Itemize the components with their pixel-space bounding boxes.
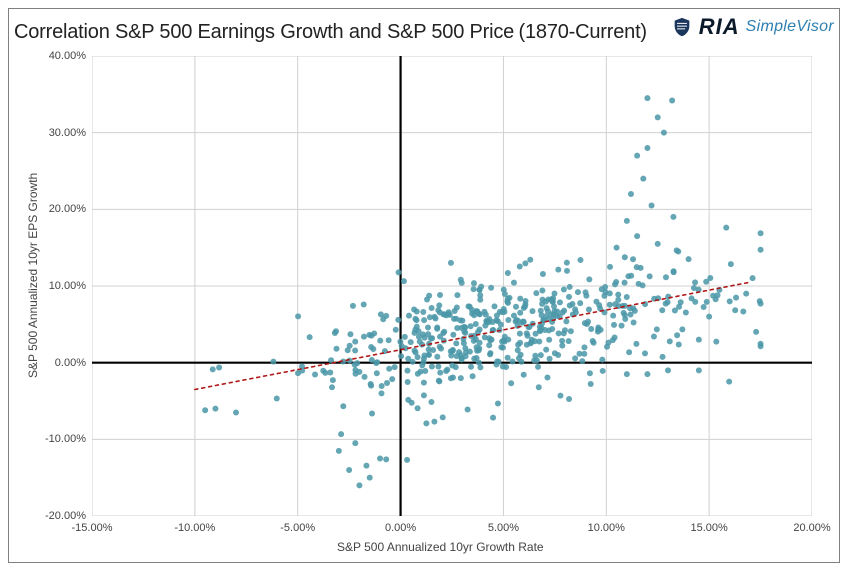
x-tick-label: 10.00%	[588, 522, 625, 534]
brand-logo: RIA SimpleVisor	[671, 14, 834, 40]
logo-ria: RIA	[699, 14, 740, 40]
y-tick-label: 20.00%	[32, 203, 86, 215]
shield-icon	[671, 16, 693, 38]
x-tick-label: -10.00%	[174, 522, 215, 534]
title-bar: Correlation S&P 500 Earnings Growth and …	[14, 14, 834, 44]
x-tick-label: 20.00%	[793, 522, 830, 534]
title-sub: (1870-Current)	[519, 21, 647, 43]
x-tick-label: 15.00%	[690, 522, 727, 534]
y-tick-label: -10.00%	[32, 433, 86, 445]
x-tick-label: 0.00%	[385, 522, 416, 534]
chart-frame: { "title": { "main": "Correlation S&P 50…	[0, 0, 848, 571]
y-tick-label: 30.00%	[32, 127, 86, 139]
plot-svg	[92, 56, 812, 516]
y-tick-label: 10.00%	[32, 280, 86, 292]
x-tick-label: 5.00%	[488, 522, 519, 534]
y-tick-label: -20.00%	[32, 510, 86, 522]
logo-simplevisor: SimpleVisor	[746, 18, 834, 36]
y-tick-label: 40.00%	[32, 50, 86, 62]
scatter-plot	[92, 56, 812, 516]
x-tick-label: -15.00%	[72, 522, 113, 534]
title-main: Correlation S&P 500 Earnings Growth and …	[14, 21, 514, 43]
y-tick-label: 0.00%	[32, 357, 86, 369]
x-axis-label: S&P 500 Annualized 10yr Growth Rate	[337, 540, 544, 554]
x-tick-label: -5.00%	[280, 522, 315, 534]
chart-title: Correlation S&P 500 Earnings Growth and …	[14, 21, 647, 44]
